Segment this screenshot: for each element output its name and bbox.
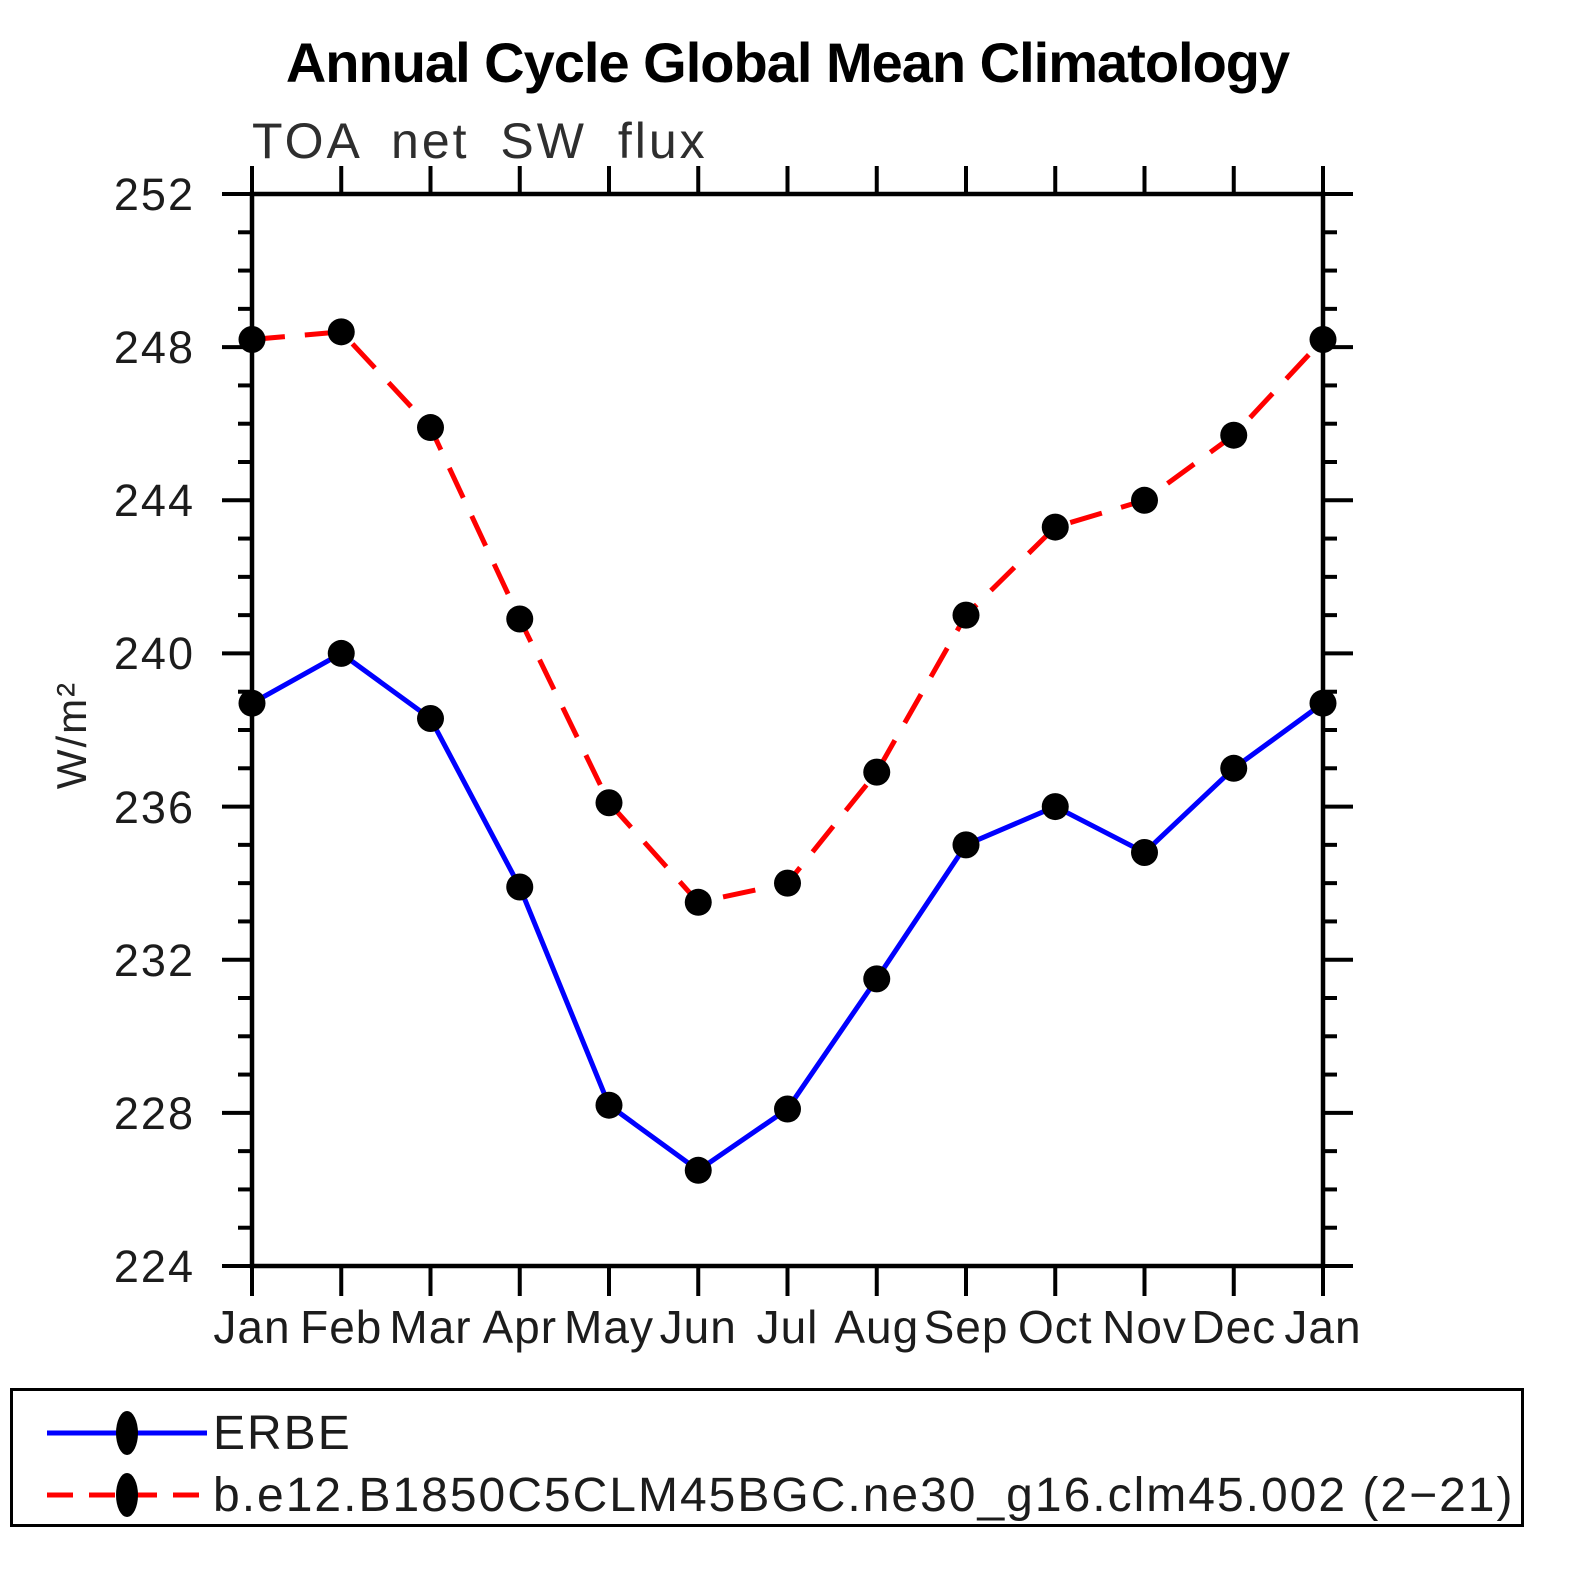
y-tick-label: 224 <box>113 1241 195 1292</box>
x-tick-label: Dec <box>1191 1301 1277 1353</box>
data-point-marker <box>327 318 355 346</box>
data-point-marker <box>863 965 891 993</box>
data-point-marker <box>1131 486 1158 514</box>
x-tick-label: Jul <box>756 1301 819 1353</box>
data-point-marker <box>684 888 712 916</box>
data-point-marker <box>1309 325 1337 353</box>
data-point-marker <box>1220 421 1248 449</box>
y-tick-label: 236 <box>113 781 195 833</box>
data-point-marker <box>1131 839 1158 867</box>
data-point-marker <box>595 789 623 817</box>
x-tick-label: Jun <box>659 1301 737 1353</box>
data-point-marker <box>417 705 444 733</box>
x-tick-label: Sep <box>923 1301 1009 1353</box>
data-point-marker <box>506 873 534 901</box>
series-line-erbe <box>250 650 1325 1173</box>
data-point-marker <box>417 414 444 442</box>
legend-item-erbe: ERBE <box>13 1403 1521 1463</box>
legend-label-model: b.e12.B1850C5CLM45BGC.ne30_g16.clm45.002… <box>213 1468 1515 1522</box>
data-point-marker <box>506 605 534 633</box>
y-tick-label: 240 <box>113 628 195 680</box>
x-tick-label: Feb <box>300 1301 383 1353</box>
data-point-marker <box>238 689 266 717</box>
data-point-marker <box>1220 754 1248 782</box>
data-point-marker <box>595 1091 623 1119</box>
x-tick-label: Oct <box>1017 1301 1093 1353</box>
y-tick-label: 228 <box>113 1087 195 1139</box>
data-point-marker <box>774 1095 801 1123</box>
legend-label-erbe: ERBE <box>213 1406 352 1460</box>
data-point-marker <box>1309 689 1337 717</box>
legend-line-sample-dashed <box>47 1473 207 1517</box>
data-point-marker <box>238 325 266 353</box>
legend-line-sample-solid <box>47 1411 207 1455</box>
data-point-marker <box>863 758 891 786</box>
y-tick-label: 244 <box>113 475 195 527</box>
x-tick-label: Jan <box>213 1301 291 1353</box>
y-tick-label: 252 <box>113 169 195 220</box>
x-tick-label: May <box>564 1301 654 1353</box>
series-line-model <box>251 329 1325 905</box>
data-point-marker <box>952 831 980 859</box>
chart-subtitle: TOA net SW flux <box>252 113 708 169</box>
x-tick-label: Aug <box>834 1301 920 1353</box>
data-point-marker <box>1041 513 1069 541</box>
x-tick-label: Mar <box>389 1301 472 1353</box>
data-point-marker <box>1041 793 1069 821</box>
x-tick-label: Jan <box>1284 1301 1362 1353</box>
legend-marker-dot <box>116 1411 138 1455</box>
legend-marker-dot <box>116 1473 138 1517</box>
data-point-marker <box>952 601 980 629</box>
data-point-marker <box>774 869 801 897</box>
legend-box: ERBE b.e12.B1850C5CLM45BGC.ne30_g16.clm4… <box>10 1388 1524 1527</box>
chart-title: Annual Cycle Global Mean Climatology <box>285 31 1290 94</box>
data-point-marker <box>684 1156 712 1184</box>
x-tick-label: Nov <box>1102 1301 1187 1353</box>
legend-item-model: b.e12.B1850C5CLM45BGC.ne30_g16.clm45.002… <box>13 1465 1521 1525</box>
data-point-marker <box>327 639 355 667</box>
y-tick-label: 232 <box>113 934 195 986</box>
y-tick-label: 248 <box>113 322 195 374</box>
x-tick-label: Apr <box>482 1301 558 1353</box>
